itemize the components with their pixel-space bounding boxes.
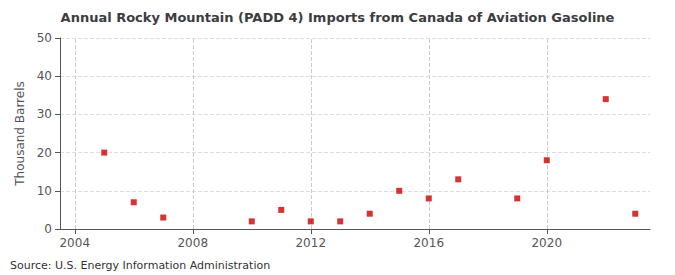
- svg-text:20: 20: [37, 146, 52, 160]
- svg-text:10: 10: [37, 184, 52, 198]
- svg-text:Source: U.S. Energy Informatio: Source: U.S. Energy Information Administ…: [10, 259, 270, 272]
- svg-text:40: 40: [37, 69, 52, 83]
- svg-text:30: 30: [37, 107, 52, 121]
- svg-text:50: 50: [37, 31, 52, 45]
- svg-text:2004: 2004: [59, 236, 90, 250]
- svg-text:0: 0: [44, 222, 52, 236]
- svg-text:2016: 2016: [413, 236, 444, 250]
- svg-text:2020: 2020: [531, 236, 562, 250]
- svg-text:Annual Rocky Mountain (PADD 4): Annual Rocky Mountain (PADD 4) Imports f…: [61, 10, 615, 25]
- svg-text:2012: 2012: [295, 236, 326, 250]
- svg-text:Thousand Barrels: Thousand Barrels: [13, 81, 27, 186]
- svg-text:2008: 2008: [177, 236, 208, 250]
